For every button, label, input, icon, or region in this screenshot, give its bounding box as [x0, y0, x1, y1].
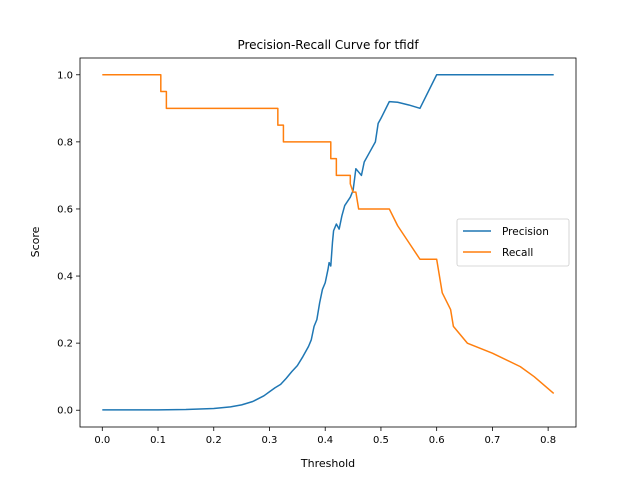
y-tick-label: 0.0: [57, 406, 73, 417]
y-axis: 0.0 0.2 0.4 0.6 0.8 1.0: [57, 70, 80, 417]
x-tick-label: 0.2: [206, 435, 222, 446]
x-tick-label: 0.4: [317, 435, 333, 446]
plot-frame: [79, 57, 577, 428]
legend: Precision Recall: [456, 218, 570, 267]
y-tick-label: 0.6: [57, 204, 73, 215]
x-tick-label: 0.8: [540, 435, 556, 446]
legend-label-precision: Precision: [502, 226, 549, 238]
y-tick-label: 0.4: [57, 272, 73, 283]
legend-label-recall: Recall: [502, 247, 533, 259]
y-tick-label: 1.0: [57, 70, 73, 81]
x-tick-label: 0.5: [373, 435, 389, 446]
x-tick-label: 0.3: [262, 435, 278, 446]
x-axis-label: Threshold: [300, 457, 355, 470]
x-tick-label: 0.6: [429, 435, 445, 446]
x-axis: 0.0 0.1 0.2 0.3 0.4 0.5 0.6 0.7 0.8: [94, 427, 556, 446]
series-layer: [102, 74, 555, 411]
series-line-precision: [102, 74, 554, 411]
y-tick-label: 0.2: [57, 339, 73, 350]
y-tick-label: 0.8: [57, 137, 73, 148]
x-tick-label: 0.7: [484, 435, 500, 446]
series-line-recall: [102, 74, 555, 395]
x-tick-label: 0.0: [94, 435, 110, 446]
x-tick-label: 0.1: [150, 435, 166, 446]
plot-area: [79, 57, 577, 428]
chart-title: Precision-Recall Curve for tfidf: [237, 38, 419, 52]
y-axis-label: Score: [29, 226, 42, 257]
